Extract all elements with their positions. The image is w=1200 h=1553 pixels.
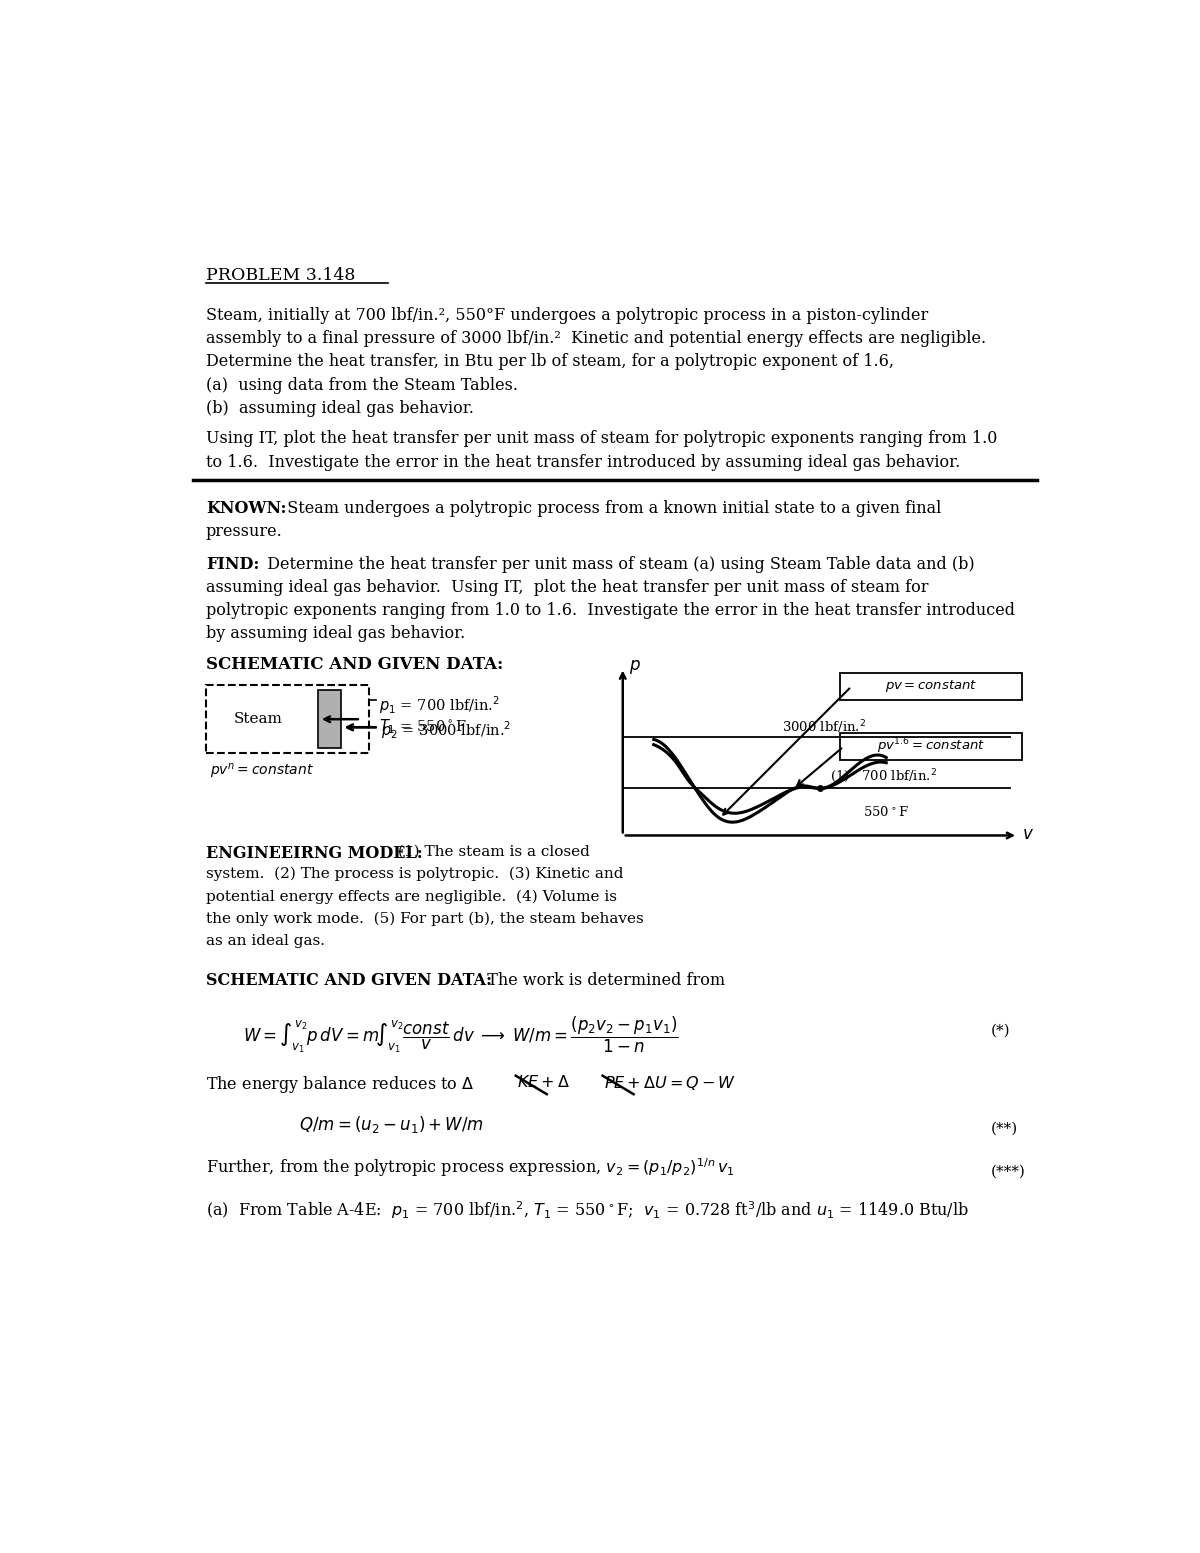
- Text: Using IT, plot the heat transfer per unit mass of steam for polytropic exponents: Using IT, plot the heat transfer per uni…: [206, 430, 997, 447]
- Text: $KE + \Delta$: $KE + \Delta$: [517, 1075, 570, 1092]
- Text: by assuming ideal gas behavior.: by assuming ideal gas behavior.: [206, 626, 466, 643]
- Text: KNOWN:: KNOWN:: [206, 500, 287, 517]
- Text: Steam undergoes a polytropic process from a known initial state to a given final: Steam undergoes a polytropic process fro…: [277, 500, 942, 517]
- Text: $pv^{1.6} = constant$: $pv^{1.6} = constant$: [877, 736, 985, 756]
- Text: (**): (**): [991, 1121, 1018, 1135]
- Text: $p_1$ = 700 lbf/in.$^2$: $p_1$ = 700 lbf/in.$^2$: [379, 694, 499, 716]
- Text: pressure.: pressure.: [206, 523, 282, 540]
- Bar: [840, 672, 1022, 700]
- Text: (b)  assuming ideal gas behavior.: (b) assuming ideal gas behavior.: [206, 399, 474, 416]
- Text: potential energy effects are negligible.  (4) Volume is: potential energy effects are negligible.…: [206, 890, 617, 904]
- Text: Steam, initially at 700 lbf/in.², 550°F undergoes a polytropic process in a pist: Steam, initially at 700 lbf/in.², 550°F …: [206, 307, 928, 325]
- Bar: [206, 685, 368, 753]
- Text: $PE + \Delta U = Q - W$: $PE + \Delta U = Q - W$: [604, 1075, 737, 1092]
- Text: assembly to a final pressure of 3000 lbf/in.²  Kinetic and potential energy effe: assembly to a final pressure of 3000 lbf…: [206, 331, 986, 348]
- Text: $Q/m = (u_2 - u_1) + W/m$: $Q/m = (u_2 - u_1) + W/m$: [299, 1114, 484, 1135]
- Text: 3000 lbf/in.$^2$: 3000 lbf/in.$^2$: [781, 719, 865, 736]
- Text: Determine the heat transfer, in Btu per lb of steam, for a polytropic exponent o: Determine the heat transfer, in Btu per …: [206, 354, 894, 371]
- Text: (***): (***): [991, 1165, 1026, 1179]
- Bar: [840, 733, 1022, 759]
- Text: assuming ideal gas behavior.  Using IT,  plot the heat transfer per unit mass of: assuming ideal gas behavior. Using IT, p…: [206, 579, 929, 596]
- Text: The energy balance reduces to $\Delta$: The energy balance reduces to $\Delta$: [206, 1075, 474, 1095]
- Text: The work is determined from: The work is determined from: [478, 972, 725, 989]
- Text: (*): (*): [991, 1023, 1010, 1037]
- Text: (a)  From Table A-4E:  $p_1$ = 700 lbf/in.$^2$, $T_1$ = 550$^\circ$F;  $v_1$ = 0: (a) From Table A-4E: $p_1$ = 700 lbf/in.…: [206, 1199, 968, 1221]
- Text: $p_2$ = 3000 lbf/in.$^2$: $p_2$ = 3000 lbf/in.$^2$: [380, 719, 511, 741]
- Text: 550$^\circ$F: 550$^\circ$F: [863, 806, 908, 820]
- Bar: [318, 690, 342, 749]
- Text: $p$: $p$: [629, 658, 641, 676]
- Text: as an ideal gas.: as an ideal gas.: [206, 933, 325, 947]
- Text: Determine the heat transfer per unit mass of steam (a) using Steam Table data an: Determine the heat transfer per unit mas…: [257, 556, 974, 573]
- Text: polytropic exponents ranging from 1.0 to 1.6.  Investigate the error in the heat: polytropic exponents ranging from 1.0 to…: [206, 603, 1015, 620]
- Text: the only work mode.  (5) For part (b), the steam behaves: the only work mode. (5) For part (b), th…: [206, 912, 643, 926]
- Text: FIND:: FIND:: [206, 556, 259, 573]
- Text: $pv = constant$: $pv = constant$: [884, 679, 977, 694]
- Text: system.  (2) The process is polytropic.  (3) Kinetic and: system. (2) The process is polytropic. (…: [206, 867, 623, 882]
- Text: ENGINEEIRNG MODEL:: ENGINEEIRNG MODEL:: [206, 845, 422, 862]
- Text: (1)   700 lbf/in.$^2$: (1) 700 lbf/in.$^2$: [829, 767, 937, 786]
- Text: SCHEMATIC AND GIVEN DATA:: SCHEMATIC AND GIVEN DATA:: [206, 972, 492, 989]
- Text: SCHEMATIC AND GIVEN DATA:: SCHEMATIC AND GIVEN DATA:: [206, 655, 503, 672]
- Text: $v$: $v$: [1022, 826, 1034, 843]
- Text: PROBLEM 3.148: PROBLEM 3.148: [206, 267, 355, 284]
- Text: $W = \int_{v_1}^{v_2} p\,dV = m\!\int_{v_1}^{v_2}\dfrac{const}{v}\,dv \;\longrig: $W = \int_{v_1}^{v_2} p\,dV = m\!\int_{v…: [242, 1014, 678, 1054]
- Text: Further, from the polytropic process expression, $v_2 = (p_1/p_2)^{1/n}\, v_1$: Further, from the polytropic process exp…: [206, 1157, 734, 1179]
- Text: to 1.6.  Investigate the error in the heat transfer introduced by assuming ideal: to 1.6. Investigate the error in the hea…: [206, 453, 960, 471]
- Text: (a)  using data from the Steam Tables.: (a) using data from the Steam Tables.: [206, 376, 518, 393]
- Text: (1) The steam is a closed: (1) The steam is a closed: [394, 845, 590, 859]
- Text: $T_1$ = 550$^\circ$F: $T_1$ = 550$^\circ$F: [379, 717, 467, 736]
- Text: Steam: Steam: [234, 713, 283, 727]
- Text: $pv^n = constant$: $pv^n = constant$: [210, 763, 313, 781]
